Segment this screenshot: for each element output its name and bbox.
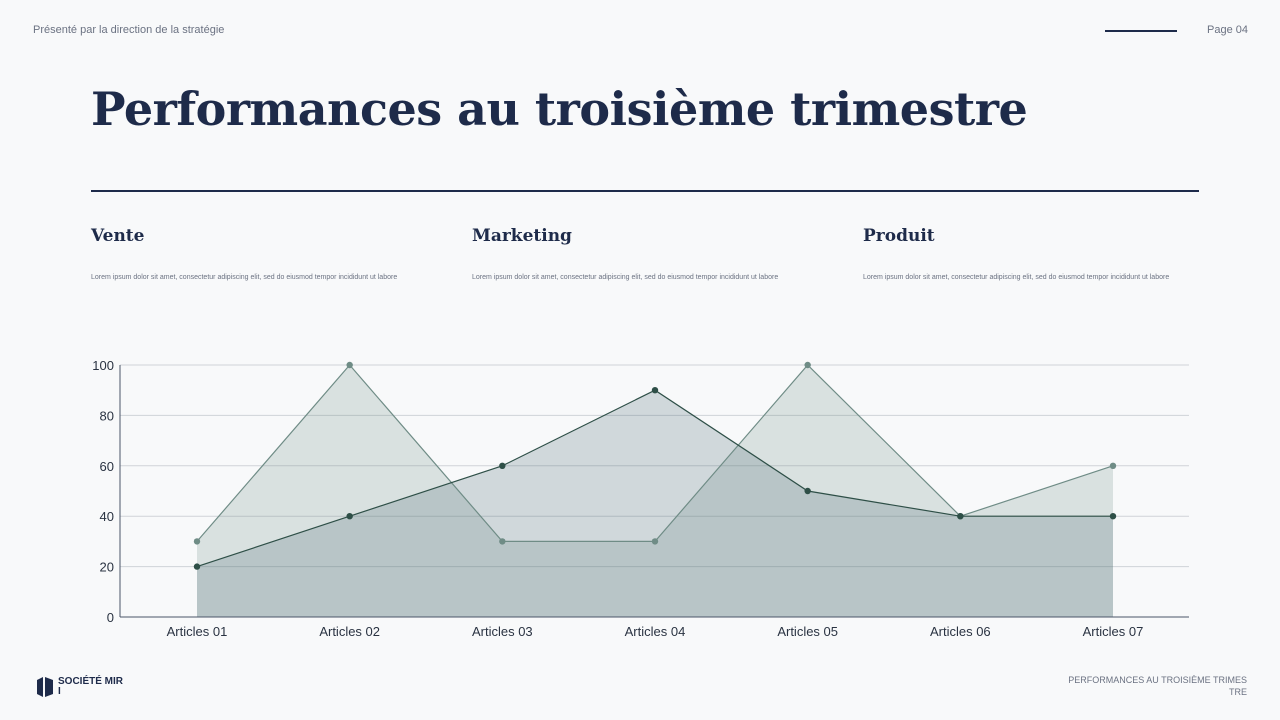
header-rule [1105,30,1177,32]
column-heading: Vente [91,226,145,246]
x-tick-label: Articles 07 [1083,624,1144,639]
y-tick-label: 20 [100,560,114,575]
data-point [499,538,506,545]
column-produit: Produit Lorem ipsum dolor sit amet, cons… [863,226,1203,281]
data-point [193,563,201,570]
company-name: SOCIÉTÉ MIRI [58,676,124,697]
data-point [499,462,506,469]
footer-caption: PERFORMANCES AU TROISIÈME TRIMESTRE [1068,675,1247,697]
x-tick-label: Articles 01 [167,624,228,639]
x-tick-label: Articles 03 [472,624,533,639]
column-marketing: Marketing Lorem ipsum dolor sit amet, co… [472,226,812,281]
y-tick-label: 60 [100,459,114,474]
data-point [1109,462,1117,469]
data-point [651,538,659,545]
column-text: Lorem ipsum dolor sit amet, consectetur … [91,274,398,281]
data-point [651,387,659,394]
data-point [804,487,811,495]
data-point [957,513,964,520]
series-area [197,390,1113,617]
column-heading: Produit [863,226,935,246]
y-tick-label: 80 [100,408,114,423]
data-point [193,538,201,545]
x-tick-label: Articles 02 [319,624,380,639]
column-heading: Marketing [472,226,572,246]
column-text: Lorem ipsum dolor sit amet, consectetur … [472,274,779,281]
data-point [1109,513,1117,520]
page-title: Performances au troisième trimestre [91,82,1028,136]
data-point [804,361,811,369]
y-tick-label: 40 [100,509,114,524]
series-area [197,365,1113,617]
data-point [346,361,353,369]
column-text: Lorem ipsum dolor sit amet, consectetur … [863,274,1170,281]
presenter-note: Présenté par la direction de la stratégi… [33,24,225,36]
y-tick-label: 0 [107,610,114,625]
title-divider [91,190,1199,192]
company-logo: SOCIÉTÉ MIRI [36,676,124,698]
x-tick-label: Articles 05 [777,624,838,639]
area-chart: 0 20 40 60 80 100 Articles 01 Articles 02 Articl… [92,358,1189,639]
x-tick-label: Articles 04 [625,624,686,639]
logo-icon [37,677,53,697]
y-tick-label: 100 [92,358,114,373]
data-point [346,513,353,520]
column-vente: Vente Lorem ipsum dolor sit amet, consec… [91,226,431,281]
page-number: Page 04 [1207,24,1248,36]
x-tick-label: Articles 06 [930,624,991,639]
